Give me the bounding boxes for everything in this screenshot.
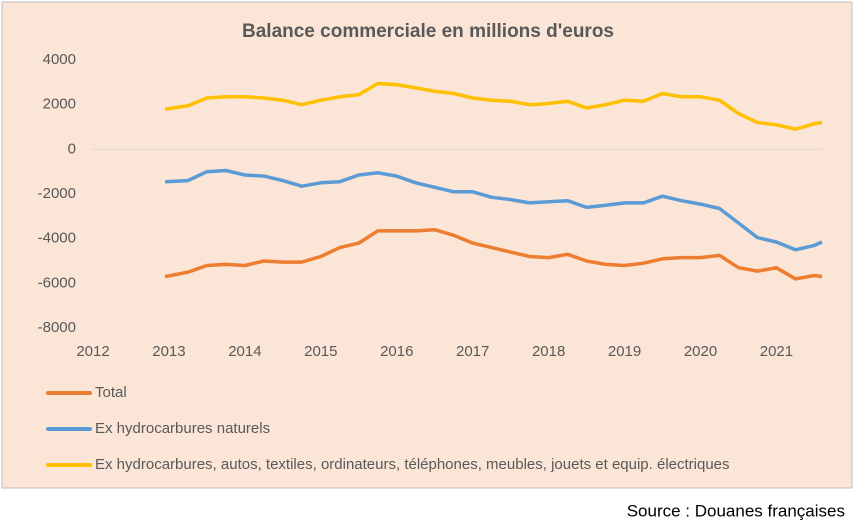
y-tick-label: -6000 bbox=[38, 274, 76, 291]
series-line bbox=[164, 81, 823, 131]
y-tick-label: 4000 bbox=[43, 51, 76, 68]
series-line bbox=[164, 227, 823, 281]
y-tick-label: 2000 bbox=[43, 96, 76, 113]
x-tick-label: 2018 bbox=[532, 343, 565, 360]
series-line bbox=[165, 168, 823, 252]
source: Source : Douanes françaises bbox=[627, 501, 845, 520]
legend-label: Ex hydrocarbures, autos, textiles, ordin… bbox=[95, 456, 730, 473]
x-tick-label: 2019 bbox=[608, 343, 641, 360]
x-tick-label: 2013 bbox=[152, 343, 185, 360]
legend-label: Total bbox=[95, 384, 127, 401]
y-tick-label: -4000 bbox=[38, 230, 76, 247]
x-tick-label: 2016 bbox=[380, 343, 413, 360]
x-tick-label: 2017 bbox=[456, 343, 489, 360]
x-tick-label: 2020 bbox=[684, 343, 717, 360]
legend-label: Ex hydrocarbures naturels bbox=[95, 420, 270, 437]
x-tick-label: 2014 bbox=[228, 343, 261, 360]
x-tick-label: 2015 bbox=[304, 343, 337, 360]
x-tick-label: 2012 bbox=[76, 343, 109, 360]
x-tick-label: 2021 bbox=[760, 343, 793, 360]
y-tick-label: 0 bbox=[68, 140, 76, 157]
y-tick-label: -8000 bbox=[38, 319, 76, 336]
chart-area bbox=[1, 1, 853, 489]
chart-title: Balance commerciale en millions d'euros bbox=[242, 21, 614, 42]
y-tick-label: -2000 bbox=[38, 185, 76, 202]
